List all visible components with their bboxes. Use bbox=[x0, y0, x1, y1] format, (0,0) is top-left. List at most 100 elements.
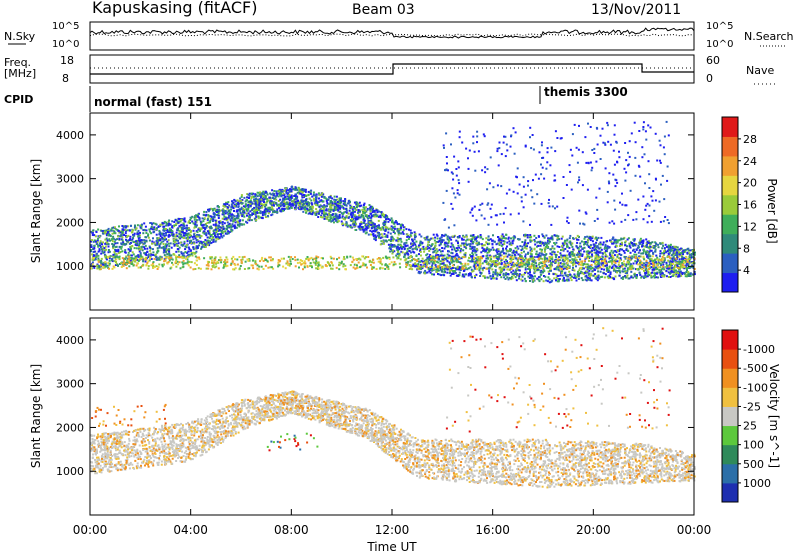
range-cell bbox=[478, 243, 480, 245]
range-cell bbox=[275, 202, 277, 204]
range-cell bbox=[621, 270, 623, 272]
range-cell bbox=[315, 204, 317, 206]
range-cell bbox=[223, 216, 225, 218]
range-cell bbox=[186, 246, 188, 248]
range-cell bbox=[369, 223, 371, 225]
range-cell bbox=[544, 276, 546, 278]
range-cell bbox=[569, 256, 571, 258]
range-cell bbox=[125, 256, 127, 258]
nave-label: Nave bbox=[746, 64, 774, 77]
range-cell bbox=[585, 275, 587, 277]
range-cell bbox=[398, 240, 400, 242]
range-cell bbox=[662, 272, 664, 274]
range-cell bbox=[515, 276, 517, 278]
range-cell bbox=[647, 274, 649, 276]
range-cell bbox=[460, 250, 462, 252]
range-cell bbox=[339, 197, 341, 199]
range-cell bbox=[558, 256, 560, 258]
range-cell bbox=[631, 255, 633, 257]
range-cell bbox=[603, 241, 605, 243]
range-cell bbox=[326, 210, 328, 212]
range-cell bbox=[268, 197, 270, 199]
range-cell bbox=[397, 253, 399, 255]
freq-tick-top: 18 bbox=[60, 54, 74, 67]
range-cell bbox=[457, 275, 459, 277]
range-cell bbox=[217, 214, 219, 216]
range-cell bbox=[514, 273, 516, 275]
range-cell bbox=[173, 224, 175, 226]
range-cell bbox=[633, 254, 635, 256]
range-cell bbox=[214, 214, 216, 216]
range-cell bbox=[492, 271, 494, 273]
range-cell bbox=[447, 269, 449, 271]
range-cell bbox=[188, 254, 190, 256]
range-cell bbox=[270, 203, 272, 205]
range-cell bbox=[94, 251, 96, 253]
range-cell bbox=[666, 270, 668, 272]
range-cell bbox=[176, 244, 178, 246]
range-cell bbox=[651, 241, 653, 243]
range-cell bbox=[332, 203, 334, 205]
range-cell bbox=[295, 193, 297, 195]
range-cell bbox=[121, 250, 123, 252]
range-cell bbox=[391, 236, 393, 238]
range-cell bbox=[554, 268, 556, 270]
range-cell bbox=[527, 276, 529, 278]
range-cell bbox=[454, 270, 456, 272]
range-cell bbox=[561, 245, 563, 247]
range-cell bbox=[305, 191, 307, 193]
range-cell bbox=[245, 201, 247, 203]
range-cell bbox=[612, 277, 614, 279]
range-cell bbox=[539, 276, 541, 278]
range-cell bbox=[289, 202, 291, 204]
range-cell bbox=[449, 261, 451, 263]
range-cell bbox=[579, 258, 581, 260]
nsky-tick-top: 10^5 bbox=[52, 21, 79, 32]
range-cell bbox=[590, 239, 592, 241]
range-cell bbox=[409, 247, 411, 249]
range-cell bbox=[180, 224, 182, 226]
range-cell bbox=[130, 225, 132, 227]
range-cell bbox=[349, 210, 351, 212]
range-cell bbox=[406, 239, 408, 241]
range-cell bbox=[370, 217, 372, 219]
range-cell bbox=[111, 227, 113, 229]
range-cell bbox=[311, 203, 313, 205]
range-cell bbox=[91, 253, 93, 255]
range-cell bbox=[536, 278, 538, 280]
range-cell bbox=[439, 244, 441, 246]
range-cell bbox=[433, 274, 435, 276]
range-cell bbox=[563, 277, 565, 279]
range-cell bbox=[434, 245, 436, 247]
range-cell bbox=[251, 201, 253, 203]
range-cell bbox=[630, 252, 632, 254]
range-cell bbox=[685, 274, 687, 276]
range-cell bbox=[634, 251, 636, 253]
range-cell bbox=[397, 246, 399, 248]
range-cell bbox=[179, 247, 181, 249]
range-cell bbox=[591, 250, 593, 252]
range-cell bbox=[600, 237, 602, 239]
range-cell bbox=[433, 234, 435, 236]
range-cell bbox=[209, 221, 211, 223]
range-cell bbox=[230, 206, 232, 208]
range-cell bbox=[198, 219, 200, 221]
range-cell bbox=[400, 239, 402, 241]
range-cell bbox=[587, 263, 589, 265]
range-cell bbox=[307, 205, 309, 207]
range-cell bbox=[659, 266, 661, 268]
range-cell bbox=[570, 277, 572, 279]
range-cell bbox=[529, 234, 531, 236]
range-cell bbox=[659, 255, 661, 257]
range-cell bbox=[414, 235, 416, 237]
range-cell bbox=[309, 212, 311, 214]
range-cell bbox=[512, 277, 514, 279]
range-cell bbox=[616, 271, 618, 273]
range-cell bbox=[674, 264, 676, 266]
range-cell bbox=[578, 278, 580, 280]
range-cell bbox=[488, 272, 490, 274]
range-cell bbox=[415, 241, 417, 243]
range-cell bbox=[145, 226, 147, 228]
range-cell bbox=[457, 237, 459, 239]
range-cell bbox=[184, 217, 186, 219]
